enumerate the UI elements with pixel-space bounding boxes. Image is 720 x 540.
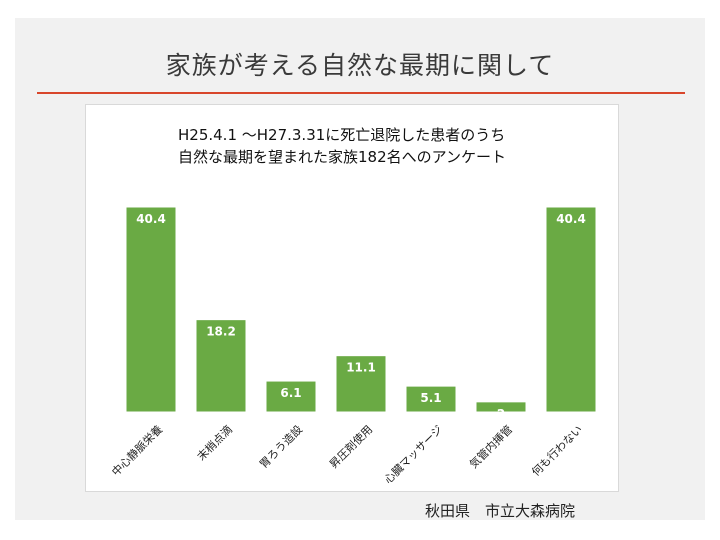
bar-value-label-2: 18.2 — [206, 325, 236, 339]
bar-value-label-7: 40.4 — [556, 212, 586, 226]
category-label-3: 胃ろう造設 — [256, 422, 305, 471]
category-label-4: 昇圧剤使用 — [326, 422, 375, 471]
category-label-5: 心臓マッサージ — [382, 423, 445, 486]
bar-value-label-1: 40.4 — [136, 212, 166, 226]
bar-value-label-6: 2 — [497, 407, 505, 421]
chart-title: H25.4.1 ～H27.3.31に死亡退院した患者のうち 自然な最期を望まれた… — [178, 124, 598, 168]
bar-2 — [195, 319, 247, 413]
chart-title-line-2: 自然な最期を望まれた家族182名へのアンケート — [178, 148, 507, 166]
chart-title-line-1: H25.4.1 ～H27.3.31に死亡退院した患者のうち — [178, 126, 506, 144]
slide-title: 家族が考える自然な最期に関して — [165, 51, 555, 80]
bar-1 — [125, 206, 177, 413]
bar-value-label-3: 6.1 — [280, 386, 301, 400]
bar-7 — [545, 206, 597, 413]
bar-value-label-4: 11.1 — [346, 361, 376, 375]
bar-6 — [475, 401, 527, 413]
bar-4 — [335, 355, 387, 413]
category-label-2: 末梢点滴 — [194, 422, 235, 463]
category-label-7: 何も行わない — [529, 423, 585, 479]
category-label-1: 中心静脈栄養 — [109, 422, 166, 479]
source-footer: 秋田県 市立大森病院 — [425, 502, 576, 520]
bar-5 — [405, 385, 457, 413]
bar-value-label-5: 5.1 — [420, 391, 441, 405]
title-divider — [37, 92, 685, 94]
category-label-6: 気管内挿管 — [466, 422, 515, 471]
bar-3 — [265, 380, 317, 413]
